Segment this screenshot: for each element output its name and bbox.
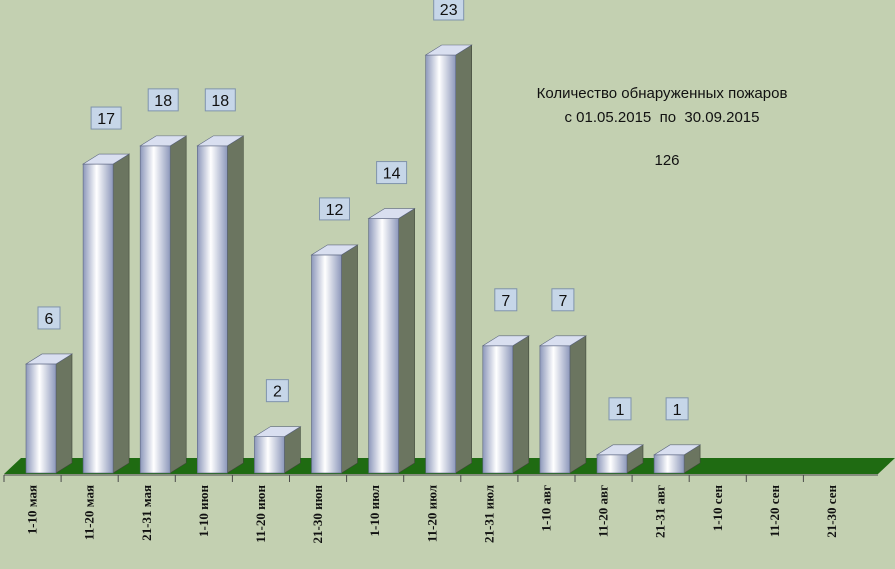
x-tick-label: 21-30 сен xyxy=(824,485,839,538)
bar-front xyxy=(82,163,114,474)
x-tick-label: 21-31 мая xyxy=(139,485,154,541)
bar-side xyxy=(398,208,415,474)
bar-front xyxy=(368,218,399,474)
x-tick-label: 21-31 июл xyxy=(481,485,496,543)
bar-side xyxy=(112,153,130,474)
data-label: 23 xyxy=(440,2,458,19)
bar xyxy=(595,444,645,474)
x-tick-label: 11-20 июл xyxy=(424,485,439,542)
bar-top xyxy=(481,335,530,347)
chart-title: Количество обнаруженных пожаров xyxy=(537,85,788,102)
data-label: 14 xyxy=(383,166,401,183)
data-label: 1 xyxy=(616,402,625,419)
data-label-box xyxy=(376,161,408,185)
data-label: 6 xyxy=(45,311,54,328)
bar-top xyxy=(196,135,245,147)
bar-side xyxy=(512,335,530,474)
bar xyxy=(139,135,188,474)
bar-front xyxy=(311,254,342,474)
bar-top xyxy=(82,153,131,165)
x-tick-label: 1-10 авг xyxy=(538,485,553,532)
bar-side xyxy=(169,135,187,474)
bar-front xyxy=(25,363,57,474)
bar-side xyxy=(55,353,73,474)
bar-top xyxy=(310,244,359,256)
data-label-box xyxy=(665,397,689,421)
bar xyxy=(196,135,245,474)
bar-top xyxy=(253,426,302,437)
x-tick-label: 1-10 сен xyxy=(710,485,725,532)
data-label-box xyxy=(551,288,575,312)
bar-side xyxy=(341,244,358,474)
data-label: 2 xyxy=(273,384,282,401)
bar xyxy=(367,208,416,474)
bar-top xyxy=(24,353,74,365)
x-tick-label: 21-30 июн xyxy=(310,484,325,543)
bar-front xyxy=(254,436,285,474)
bar-front xyxy=(197,145,228,474)
bar xyxy=(538,335,587,474)
data-label: 7 xyxy=(558,293,567,310)
data-labels-layer: 6 17 18 18 2 12 14 23 7 7 1 1 xyxy=(37,0,689,421)
x-tick-label: 11-20 сен xyxy=(767,485,782,538)
bar-front xyxy=(425,54,457,474)
bar-top xyxy=(424,44,473,56)
data-label: 1 xyxy=(673,402,682,419)
bar-top xyxy=(595,444,645,456)
data-label-box xyxy=(147,88,179,112)
bar-side xyxy=(569,335,587,474)
data-label-box xyxy=(494,288,518,312)
bar-top xyxy=(367,208,416,219)
x-tick-label: 11-20 июн xyxy=(253,484,268,542)
bar-front xyxy=(539,345,571,474)
data-label: 18 xyxy=(154,93,172,110)
total-count: 126 xyxy=(654,152,679,169)
bar-top xyxy=(139,135,188,147)
bar-front xyxy=(653,454,685,474)
bar xyxy=(481,335,530,474)
data-label: 17 xyxy=(97,111,115,128)
data-label: 18 xyxy=(211,93,229,110)
data-label: 7 xyxy=(501,293,510,310)
bars-layer xyxy=(24,44,702,474)
bar xyxy=(82,153,131,474)
x-tick-label: 1-10 июл xyxy=(367,485,382,536)
bar-side xyxy=(227,135,244,474)
bar xyxy=(253,426,302,474)
bar-top xyxy=(538,335,587,347)
x-tick-label: 21-31 авг xyxy=(653,485,668,538)
data-label-box xyxy=(90,106,122,130)
data-label-box xyxy=(265,379,289,403)
x-tick-label: 1-10 июн xyxy=(196,484,211,537)
bar-front xyxy=(139,145,171,474)
data-label-box xyxy=(433,0,465,21)
bar xyxy=(24,353,74,474)
x-tick-labels: 1-10 мая 11-20 мая 21-31 мая 1-10 июн 11-20 … xyxy=(3,475,839,544)
data-label: 12 xyxy=(326,202,344,219)
bar xyxy=(310,244,359,474)
data-label-box xyxy=(37,306,61,330)
x-tick-label: 11-20 мая xyxy=(82,485,97,540)
x-tick-label: 11-20 авг xyxy=(596,485,611,537)
bar xyxy=(653,444,702,474)
data-label-box xyxy=(319,197,350,221)
chart-subtitle: с 01.05.2015 по 30.09.2015 xyxy=(565,109,760,126)
data-label-box xyxy=(204,88,236,112)
bar-top xyxy=(653,444,702,456)
bar xyxy=(424,44,473,474)
data-label-box xyxy=(608,397,632,421)
bar-front xyxy=(482,345,514,474)
bar-front xyxy=(596,454,628,474)
bar-side xyxy=(455,44,473,474)
x-tick-label: 1-10 мая xyxy=(25,485,40,534)
